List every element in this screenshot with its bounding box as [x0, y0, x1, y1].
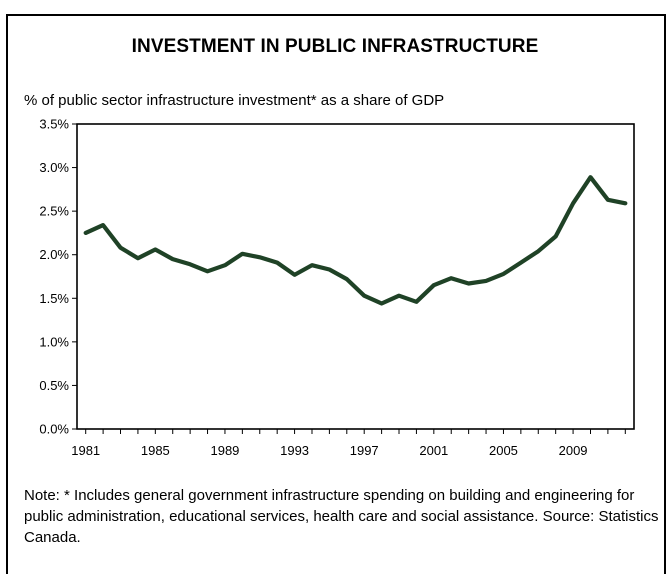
- x-tick-label: 1989: [210, 443, 239, 458]
- line-chart: 0.0%0.5%1.0%1.5%2.0%2.5%3.0%3.5% 1981 198…: [39, 117, 635, 458]
- x-tick-label: 1981: [71, 443, 100, 458]
- y-tick-label: 1.0%: [39, 334, 69, 349]
- y-tick-label: 1.5%: [39, 291, 69, 306]
- x-tick-label: 2009: [559, 443, 588, 458]
- y-tick-label: 2.0%: [39, 247, 69, 262]
- chart-title: INVESTMENT IN PUBLIC INFRASTRUCTURE: [131, 36, 539, 57]
- series-line: [83, 175, 628, 306]
- y-tick-label: 3.5%: [39, 117, 69, 132]
- x-tick-label: 1985: [141, 443, 170, 458]
- plot-area-border: [76, 123, 635, 430]
- x-axis-ticks: 1981 1985 1989 1993 1997 2001 2005 2009: [71, 429, 626, 458]
- chart-frame: [6, 14, 666, 574]
- chart-note: Note: * Includes general government infr…: [24, 487, 659, 546]
- y-tick-label: 0.0%: [39, 422, 69, 437]
- chart-subtitle: % of public sector infrastructure invest…: [24, 92, 445, 109]
- chart-axes: [76, 123, 635, 430]
- y-axis-ticks: 0.0% 0.5% 1.0% 1.5% 2.0% 2.5% 3.0% 3.5%: [39, 117, 77, 437]
- series-lines: [83, 175, 628, 306]
- y-tick-label: 0.5%: [39, 378, 69, 393]
- y-tick-label: 3.0%: [39, 160, 69, 175]
- x-tick-label: 2005: [489, 443, 518, 458]
- x-tick-label: 1997: [350, 443, 379, 458]
- x-tick-label: 1993: [280, 443, 309, 458]
- y-tick-label: 2.5%: [39, 204, 69, 219]
- x-tick-label: 2001: [419, 443, 448, 458]
